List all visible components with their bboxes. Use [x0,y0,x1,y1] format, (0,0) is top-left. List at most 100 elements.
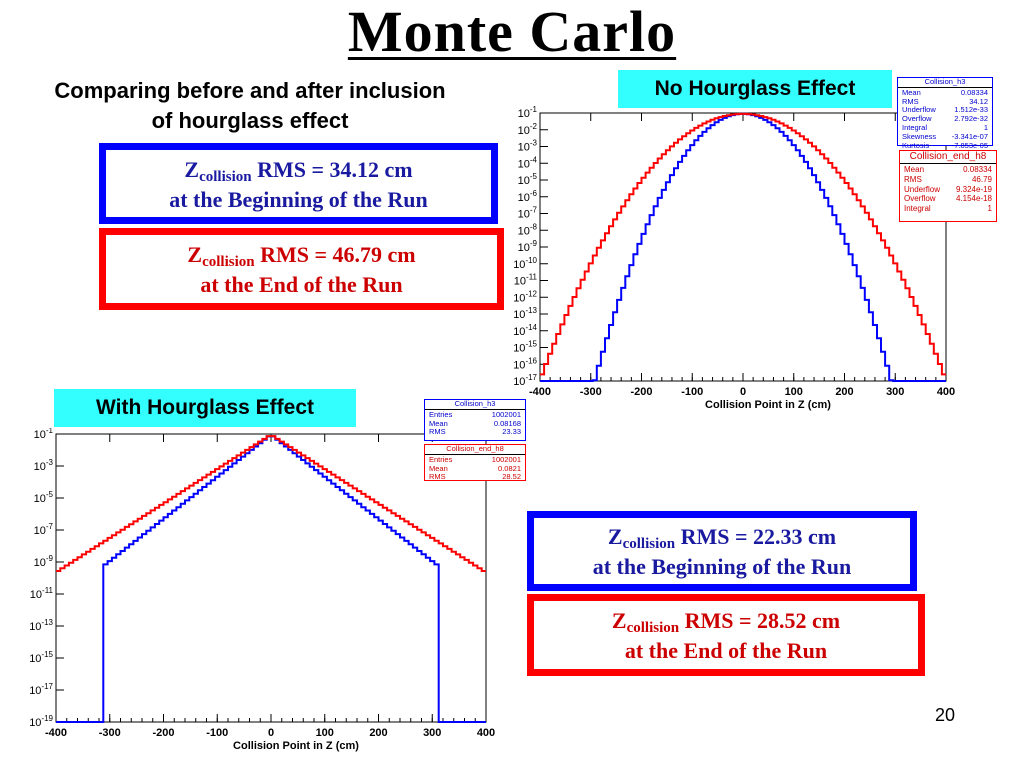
stats-value: 0.0821 [498,463,521,473]
series-Collision_end_h8-line [56,435,486,572]
y-tick-label: 10-9 [34,554,54,569]
stats-value: 1002001 [491,454,521,464]
stats-key: Entries [429,409,453,419]
stats-key: Underflow [904,184,941,194]
y-tick-label: 10-9 [518,239,538,254]
stats-box-title: Collision_h3 [425,399,525,410]
y-tick-label: 10-10 [513,256,537,271]
subtitle-line-1: Comparing before and after inclusion [54,78,446,103]
stats-value: 0.08168 [493,418,521,428]
stats-box-collision-h3-top: Collision_h3 Mean 0.08334 RMS 34.12 Underflo… [897,77,993,149]
stats-row: RMS 34.12 [898,96,992,107]
stats-value: 1 [983,122,988,132]
x-tick-label: 400 [477,727,495,739]
stats-value: 4.154e-18 [955,194,992,204]
x-tick-label: 400 [937,386,955,398]
stats-value: 1002001 [491,409,521,419]
y-tick-label: 10-7 [34,522,54,537]
stats-value: 28.52 [502,472,521,482]
stats-box-title: Collision_end_h8 [900,151,996,164]
no-hourglass-label: No Hourglass Effect [618,70,892,108]
x-tick-label: 300 [886,386,904,398]
x-tick-label: -400 [529,386,551,398]
stats-key: RMS [904,174,922,184]
series-Collision_end_h8-line [540,112,946,376]
rms-caption: at the Beginning of the Run [169,187,428,212]
stats-row: Skewness -3.341e-07 [898,131,992,142]
y-tick-label: 10-19 [29,714,53,729]
page-number: 20 [935,705,956,725]
y-tick-label: 10-11 [30,586,54,601]
stats-key: Underflow [902,105,936,115]
stats-row: Entries 1002001 [425,454,525,465]
z-subscript: collision [199,169,252,185]
stats-key: Mean [429,418,448,428]
y-tick-label: 10-15 [513,340,537,355]
chart-no-hourglass: -400 -300 -200 -100 0 100 200 300 400 Collision P… [490,100,960,415]
chart-with-hourglass: -400 -300 -200 -100 0 100 200 300 400 Collision P… [0,428,500,758]
x-tick-label: 100 [785,386,803,398]
plot-area: -400 -300 -200 -100 0 100 200 300 400 Collision P… [29,428,495,752]
stats-value: 1 [987,204,992,214]
rms-value: RMS = 34.12 cm [251,157,413,182]
stats-row: Overflow 2.792e-32 [898,114,992,124]
stats-key: Integral [902,122,928,132]
x-axis-label: Collision Point in Z (cm) [705,399,831,411]
stats-key: Overflow [902,114,932,124]
rms-caption: at the End of the Run [624,638,828,663]
rms-box-no-hourglass-begin: Zcollision RMS = 34.12 cm at the Beginni… [99,143,498,224]
stats-key: Skewness [902,131,937,141]
stats-row: RMS 28.52 [425,473,525,482]
stats-box-collision-end-h8-bottom: Collision_end_h8 Entries 1002001 Mean 0.082… [424,444,526,481]
z-symbol: Z [607,524,623,549]
stats-row: Underflow 9.324e-19 [900,185,996,195]
y-tick-label: 10-12 [513,289,537,304]
page-title: Monte Carlo [347,0,677,64]
stats-row: Mean 0.08334 [900,165,996,175]
stats-key: RMS [429,472,446,482]
x-tick-label: -300 [580,386,602,398]
stats-box-title: Collision_h3 [898,77,992,88]
y-tick-label: 10-4 [518,155,538,170]
plot-background [490,100,960,415]
stats-row: Mean 0.0821 [425,463,525,474]
rms-box-with-hourglass-end: Zcollision RMS = 28.52 cm at the End of … [527,594,925,676]
x-tick-label: 0 [268,727,274,739]
x-tick-label: -300 [99,727,121,739]
x-tick-label: 200 [835,386,853,398]
stats-key: Kurtosis [902,140,930,150]
y-tick-label: 10-15 [29,650,53,665]
rms-value: RMS = 22.33 cm [675,524,837,549]
x-tick-label: -200 [152,727,174,739]
z-symbol: Z [184,157,200,182]
stats-key: Overflow [904,194,936,204]
stats-value: 0.08334 [960,87,988,97]
stats-box-collision-end-h8-top: Collision_end_h8 Mean 0.08334 RMS 46.79 Unde… [899,150,997,222]
rms-box-with-hourglass-begin: Zcollision RMS = 22.33 cm at the Beginni… [527,511,917,591]
x-tick-label: -200 [630,386,652,398]
y-tick-label: 10-16 [513,356,537,371]
y-tick-label: 10-17 [513,373,537,388]
rms-box-no-hourglass-end: Zcollision RMS = 46.79 cm at the End of … [99,228,504,310]
with-hourglass-label: With Hourglass Effect [54,389,356,427]
stats-value: 34.12 [969,96,988,106]
y-tick-label: 10-3 [34,458,54,473]
rms-value: RMS = 28.52 cm [679,608,841,633]
stats-row: RMS 46.79 [900,175,996,185]
rms-value: RMS = 46.79 cm [254,242,416,267]
z-subscript: collision [622,536,676,552]
stats-value: 2.792e-32 [954,114,988,124]
stats-box-title: Collision_end_h8 [425,444,525,455]
x-tick-label: 200 [369,727,387,739]
y-tick-label: 10-13 [29,618,53,633]
x-tick-label: 300 [423,727,441,739]
subtitle-line-2: of hourglass effect [151,108,349,133]
y-tick-label: 10-5 [34,490,54,505]
stats-row: Integral 1 [900,204,996,214]
stats-value: -3.341e-07 [951,131,988,141]
stats-key: RMS [902,96,919,106]
plot-area: -400 -300 -200 -100 0 100 200 300 400 Collision P… [513,105,955,411]
x-axis-label: Collision Point in Z (cm) [233,740,359,752]
plot-background [0,428,500,758]
stats-row: Mean 0.08168 [425,418,525,429]
